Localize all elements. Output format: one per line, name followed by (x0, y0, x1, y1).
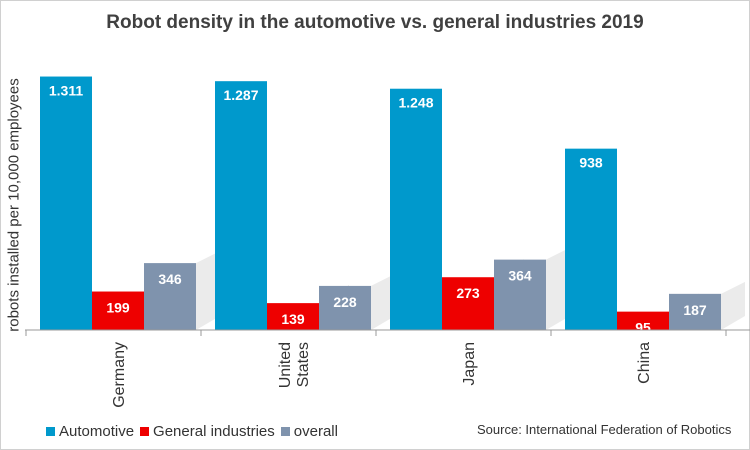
bar-overall[interactable] (669, 293, 721, 330)
legend-label-automotive: Automotive (59, 423, 135, 440)
bar-shadow (546, 247, 570, 330)
bar-automotive[interactable] (390, 88, 442, 330)
bar-automotive[interactable] (215, 81, 267, 331)
data-label-general-industries: 95 (635, 320, 651, 336)
data-label-automotive: 938 (579, 155, 603, 171)
bar-general-industries[interactable] (617, 311, 669, 330)
bar-overall[interactable] (144, 263, 196, 330)
data-label-overall: 364 (508, 268, 532, 284)
data-label-automotive: 1.311 (49, 83, 83, 99)
bar-automotive[interactable] (40, 76, 92, 330)
data-label-automotive: 1.287 (223, 87, 258, 103)
bar-general-industries[interactable] (92, 291, 144, 330)
category-label: UnitedStates (277, 342, 312, 388)
legend-swatch-overall (280, 427, 290, 436)
data-label-general-industries: 273 (456, 285, 480, 301)
legend-item-overall[interactable]: overall (280, 423, 338, 440)
legend-item-general-industries[interactable]: General industries (140, 423, 275, 440)
legend-swatch-automotive (46, 427, 55, 436)
bar-general-industries[interactable] (442, 277, 494, 330)
data-label-overall: 228 (333, 294, 357, 310)
bar-overall[interactable] (319, 285, 371, 330)
data-label-general-industries: 139 (281, 311, 305, 327)
legend: Automotive General industries overall (46, 423, 344, 440)
svg-text:Japan: Japan (461, 342, 478, 386)
category-label: China (636, 342, 653, 384)
data-label-automotive: 1.248 (398, 95, 433, 111)
svg-text:Germany: Germany (111, 342, 128, 408)
data-label-general-industries: 199 (106, 300, 130, 316)
svg-text:China: China (636, 342, 653, 384)
chart-title: Robot density in the automotive vs. gene… (106, 12, 644, 33)
category-label: Germany (111, 342, 128, 408)
svg-text:UnitedStates: UnitedStates (277, 342, 312, 388)
data-label-overall: 187 (683, 302, 707, 318)
bar-shadow (371, 273, 395, 330)
legend-label-general-industries: General industries (153, 423, 275, 440)
source-note: Source: International Federation of Robo… (477, 422, 732, 437)
data-label-overall: 346 (158, 271, 182, 287)
category-label: Japan (461, 342, 478, 386)
bar-shadow (196, 251, 220, 330)
bar-overall[interactable] (494, 259, 546, 330)
bar-general-industries[interactable] (267, 303, 319, 330)
bar-shadow (721, 281, 745, 330)
legend-item-automotive[interactable]: Automotive (46, 423, 134, 440)
legend-label-overall: overall (293, 423, 338, 440)
legend-swatch-general-industries (140, 427, 150, 436)
bar-automotive[interactable] (565, 148, 617, 330)
